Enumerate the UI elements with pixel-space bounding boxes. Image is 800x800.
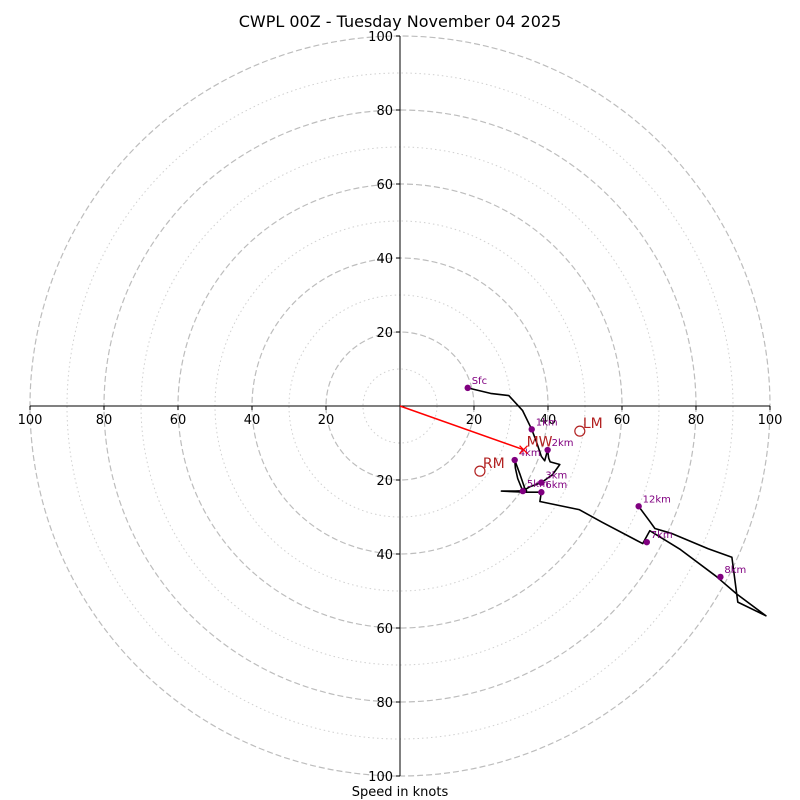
y-tick-label: 80 bbox=[376, 696, 393, 711]
motion-marker-label: MW bbox=[527, 435, 553, 451]
storm-motion-markers: LM RM MW bbox=[474, 416, 603, 477]
motion-marker-label: LM bbox=[583, 416, 603, 432]
y-tick-label: 40 bbox=[376, 252, 393, 267]
height-marker-dot bbox=[538, 489, 545, 496]
motion-marker-label: RM bbox=[483, 456, 505, 472]
chart-title: CWPL 00Z - Tuesday November 04 2025 bbox=[239, 12, 562, 31]
height-marker-label: Sfc bbox=[472, 376, 487, 387]
height-marker-dot bbox=[635, 503, 642, 510]
height-marker-dot bbox=[464, 384, 471, 392]
height-marker-label: 6km bbox=[545, 480, 567, 491]
y-tick-label: 80 bbox=[376, 104, 393, 119]
x-tick-label: 60 bbox=[614, 413, 631, 428]
height-marker-label: 2km bbox=[552, 438, 574, 449]
x-tick-label: 100 bbox=[758, 413, 783, 428]
height-marker-label: 5km bbox=[527, 479, 549, 490]
height-marker-dot bbox=[643, 538, 650, 546]
y-tick-label: 100 bbox=[368, 30, 393, 45]
y-tick-label: 60 bbox=[376, 178, 393, 193]
height-marker-label: 3km bbox=[545, 471, 567, 482]
height-marker-label: 12km bbox=[643, 494, 671, 505]
mean-wind-vector-line bbox=[399, 405, 524, 451]
x-tick-label: 40 bbox=[244, 413, 261, 428]
y-tick-label: 20 bbox=[376, 326, 393, 341]
motion-marker-circle bbox=[474, 465, 486, 477]
height-marker-label: 7km bbox=[651, 530, 673, 541]
y-tick-label: 60 bbox=[376, 622, 393, 637]
motion-marker-circle bbox=[574, 425, 586, 437]
height-marker-dot bbox=[538, 479, 545, 486]
x-tick-label: 40 bbox=[540, 413, 557, 428]
hodograph-line bbox=[467, 387, 767, 617]
height-marker-label: 1km bbox=[536, 417, 558, 428]
height-marker-label: 4km bbox=[519, 448, 541, 459]
height-marker-dot bbox=[528, 426, 535, 433]
x-tick-label: 20 bbox=[466, 413, 483, 428]
height-marker-dot bbox=[519, 487, 527, 495]
height-marker-dot bbox=[511, 456, 518, 464]
x-axis-label: Speed in knots bbox=[352, 785, 449, 800]
y-tick-label: 20 bbox=[376, 474, 393, 489]
x-tick-label: 80 bbox=[688, 413, 705, 428]
x-tick-label: 80 bbox=[96, 413, 113, 428]
hodograph-series bbox=[399, 387, 767, 617]
height-marker-dot bbox=[717, 573, 724, 581]
height-marker-dot bbox=[544, 446, 551, 454]
x-tick-label: 100 bbox=[18, 413, 43, 428]
height-marker-label: 8km bbox=[724, 565, 746, 576]
y-tick-label: 100 bbox=[368, 770, 393, 785]
motion-marker-x bbox=[519, 445, 529, 455]
axis-tick-labels: 100 80 60 40 20 20 40 60 80 100 100 80 60 40 20 20 40 60 8… bbox=[18, 30, 783, 785]
y-tick-label: 40 bbox=[376, 548, 393, 563]
x-tick-label: 60 bbox=[170, 413, 187, 428]
x-tick-label: 20 bbox=[318, 413, 335, 428]
